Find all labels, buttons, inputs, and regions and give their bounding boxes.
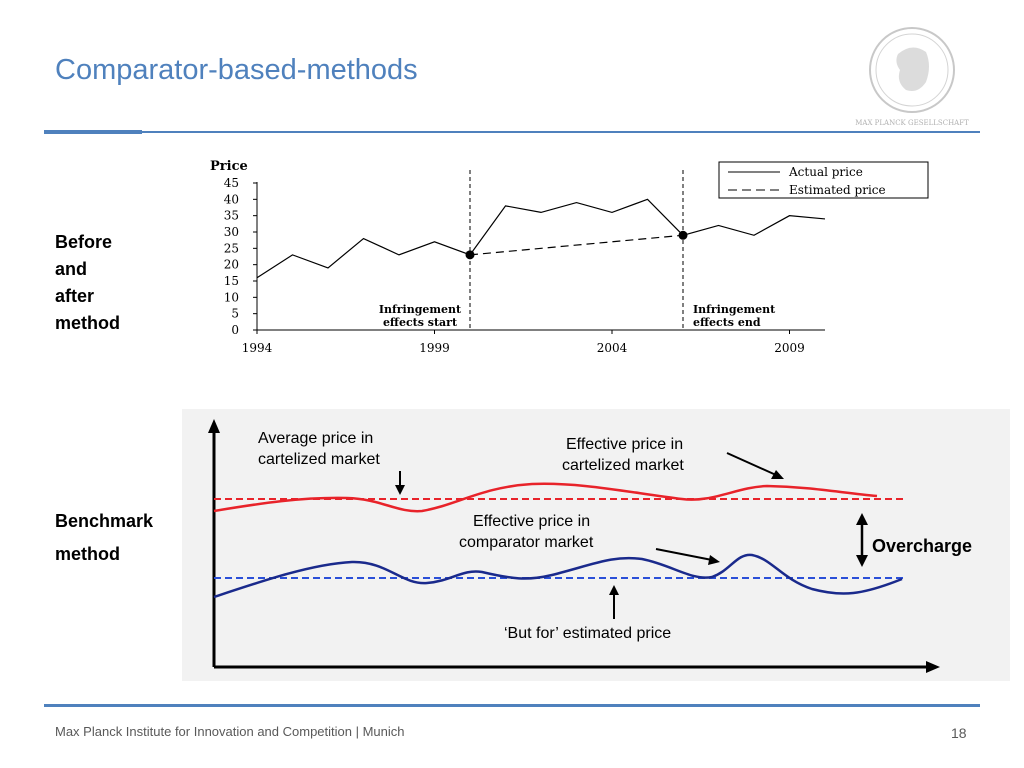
y-axis-arrowhead-icon [208, 419, 220, 433]
label-line: Before [55, 232, 113, 252]
label-line: and [55, 259, 88, 279]
annotation-overcharge: Overcharge [872, 536, 972, 556]
x-tick-label: 1999 [419, 341, 450, 355]
header-rule [44, 131, 980, 133]
data-point-marker [465, 250, 475, 260]
series-estimated-price [469, 234, 684, 256]
annotation-effective-cartel: Effective price in cartelized market [562, 436, 688, 474]
arrowhead-icon [771, 470, 784, 479]
series-effective-comparator-price [213, 553, 903, 599]
arrowhead-icon [395, 485, 405, 495]
y-tick-label: 20 [224, 258, 239, 272]
footer-text: Max Planck Institute for Innovation and … [55, 724, 405, 739]
arrow-effective-cartel [726, 452, 777, 476]
before-after-chart: Price 0 5 10 15 20 25 30 35 40 45 1994 1999 2004 200… [210, 159, 929, 355]
annotation-but-for: ‘But for’ estimated price [504, 625, 671, 642]
arrowhead-down-icon [856, 555, 868, 567]
arrowhead-icon [609, 585, 619, 595]
annotation-line: cartelized market [562, 457, 684, 474]
annotation-line: Average price in [258, 430, 373, 447]
annotation-line: Effective price in [566, 436, 683, 453]
y-tick-label: 30 [224, 225, 239, 239]
y-tick-label: 15 [224, 274, 239, 288]
page-number: 18 [951, 725, 967, 741]
y-tick-label: 10 [224, 290, 239, 304]
annotation-line: effects end [693, 316, 761, 329]
label-line: method [55, 544, 120, 564]
header-rule-accent [44, 130, 142, 134]
y-axis-label: Price [210, 159, 248, 174]
slide-title: Comparator-based-methods [55, 54, 418, 86]
y-tick-label: 35 [224, 209, 239, 223]
y-tick-label: 40 [224, 192, 239, 206]
arrow-effective-comparator [655, 548, 713, 561]
arrowhead-icon [708, 555, 720, 565]
annotation-line: cartelized market [258, 451, 380, 468]
annotation-line: effects start [383, 316, 458, 329]
annotation-line: Effective price in [473, 513, 590, 530]
label-line: Benchmark [55, 511, 154, 531]
annotation-line: Infringement [379, 303, 462, 316]
footer-rule [44, 704, 980, 707]
series-effective-cartel-price [213, 482, 878, 513]
x-tick-label: 2004 [597, 341, 628, 355]
benchmark-method-label: Benchmark method [55, 505, 153, 571]
data-point-marker [678, 230, 688, 240]
annotation-average-cartel: Average price in cartelized market [258, 430, 380, 468]
max-planck-logo: MAX PLANCK GESELLSCHAFT [855, 27, 969, 127]
series-actual-price [256, 198, 826, 279]
before-after-method-label: Before and after method [55, 229, 120, 337]
legend-label-actual: Actual price [788, 165, 863, 179]
x-axis-arrowhead-icon [926, 661, 940, 673]
y-tick-label: 0 [231, 323, 239, 337]
annotation-effective-comparator: Effective price in comparator market [459, 513, 595, 551]
y-tick-label: 45 [224, 176, 239, 190]
arrowhead-up-icon [856, 513, 868, 525]
y-tick-label: 5 [231, 307, 239, 321]
annotation-line: Infringement [693, 303, 776, 316]
annotation-line: comparator market [459, 534, 594, 551]
x-tick-label: 1994 [242, 341, 273, 355]
svg-text:MAX PLANCK GESELLSCHAFT: MAX PLANCK GESELLSCHAFT [855, 119, 969, 127]
label-line: after [55, 286, 95, 306]
chart-background [182, 409, 1010, 681]
legend-label-estimated: Estimated price [789, 183, 886, 197]
legend-box [718, 161, 929, 199]
label-line: method [55, 313, 120, 333]
x-tick-label: 2009 [774, 341, 805, 355]
benchmark-chart: Average price in cartelized market Effec… [182, 409, 1010, 681]
chart-legend: Actual price Estimated price [718, 161, 929, 199]
y-tick-label: 25 [224, 241, 239, 255]
